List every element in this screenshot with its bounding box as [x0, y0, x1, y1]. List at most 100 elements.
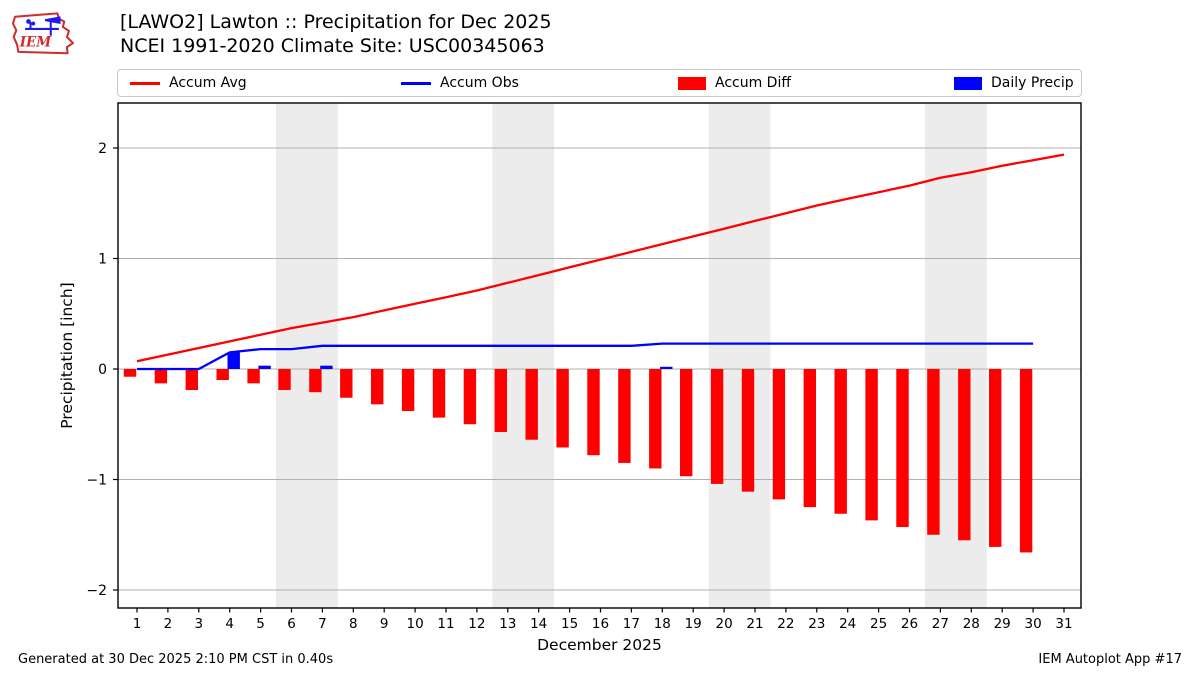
accum-diff-bar: [185, 369, 198, 390]
x-tick-label: 31: [1055, 616, 1072, 632]
x-tick-label: 1: [133, 616, 142, 632]
x-tick-label: 7: [318, 616, 327, 632]
accum-diff-bar: [741, 369, 755, 492]
accum-diff-bar: [432, 369, 446, 418]
x-tick-label: 9: [380, 616, 389, 632]
x-tick-label: 20: [716, 616, 733, 632]
x-tick-label: 8: [349, 616, 358, 632]
y-tick-label: 0: [98, 362, 107, 378]
accum-diff-bar: [371, 369, 384, 405]
logo-text: IEM: [19, 34, 53, 50]
accum-diff-bar: [710, 369, 724, 484]
plot-frame: [117, 102, 1082, 609]
x-tick-label: 14: [530, 616, 547, 632]
daily-precip-patch-swatch-icon: [954, 76, 982, 90]
y-axis-label: Precipitation [inch]: [58, 282, 76, 428]
accum-diff-bar: [834, 369, 847, 514]
accum-diff-bar: [587, 369, 600, 456]
accum-diff-bar: [680, 369, 693, 477]
title-block: [LAWO2] Lawton :: Precipitation for Dec …: [120, 10, 552, 58]
accum-diff-patch-swatch-icon: [678, 76, 706, 90]
accum-diff-bar: [1019, 369, 1033, 553]
x-tick-label: 12: [468, 616, 485, 632]
accum-diff-bar: [865, 369, 878, 521]
y-tick-label: 2: [98, 141, 107, 157]
accum-diff-bar: [927, 369, 940, 535]
x-tick-label: 23: [808, 616, 825, 632]
accum-diff-bar: [989, 369, 1002, 547]
accum-diff-bar: [340, 369, 353, 398]
accum-diff-bar: [958, 369, 971, 541]
legend-item-accum-obs: Accum Obs: [401, 70, 519, 96]
daily-precip-bar: [227, 352, 240, 369]
y-tick-label: −1: [86, 472, 107, 488]
x-tick-label: 2: [164, 616, 173, 632]
x-tick-label: 19: [685, 616, 702, 632]
daily-precip-bar: [258, 365, 271, 369]
weather-vane-icon: [25, 16, 61, 36]
weekend-band: [276, 103, 338, 608]
x-tick-label: 24: [839, 616, 856, 632]
x-tick-label: 29: [994, 616, 1011, 632]
x-tick-label: 17: [623, 616, 640, 632]
accum-diff-bar: [896, 369, 909, 528]
accum-diff-bar: [494, 369, 507, 432]
chart-title: [LAWO2] Lawton :: Precipitation for Dec …: [120, 11, 552, 33]
accum-avg-line: [136, 153, 1065, 363]
accum-obs-line-swatch-icon: [401, 81, 431, 85]
accum-diff-bar: [309, 369, 322, 393]
legend-label: Accum Obs: [440, 75, 519, 91]
chart-subtitle: NCEI 1991-2020 Climate Site: USC00345063: [120, 35, 545, 57]
accum-diff-bar: [216, 369, 229, 381]
legend-label: Daily Precip: [991, 75, 1074, 91]
accum-diff-bar: [247, 369, 260, 384]
x-tick-label: 5: [256, 616, 265, 632]
x-tick-label: 30: [1025, 616, 1042, 632]
generated-at-text: Generated at 30 Dec 2025 2:10 PM CST in …: [18, 652, 334, 667]
x-tick-label: 26: [901, 616, 918, 632]
accum-diff-bar: [278, 369, 291, 390]
x-axis-label: December 2025: [537, 636, 662, 654]
accum-diff-bar: [772, 369, 786, 500]
app-credit-text: IEM Autoplot App #17: [1038, 652, 1182, 667]
legend-label: Accum Diff: [715, 75, 792, 91]
accum-diff-bar: [649, 369, 662, 469]
y-tick-label: 1: [98, 251, 107, 267]
accum-diff-bar: [618, 369, 631, 463]
accum-diff-bar: [525, 369, 538, 440]
x-tick-label: 18: [654, 616, 671, 632]
x-tick-label: 27: [932, 616, 949, 632]
x-tick-label: 3: [195, 616, 204, 632]
legend-item-daily-precip: Daily Precip: [954, 70, 1074, 96]
legend-item-accum-avg: Accum Avg: [130, 70, 247, 96]
x-tick-label: 10: [407, 616, 424, 632]
accum-avg-line-swatch-icon: [130, 81, 160, 85]
legend-label: Accum Avg: [169, 75, 247, 91]
x-tick-label: 21: [746, 616, 763, 632]
weekend-band: [492, 103, 555, 608]
y-tick-label: −2: [86, 583, 107, 599]
accum-diff-bar: [463, 369, 477, 425]
x-tick-label: 22: [777, 616, 794, 632]
weekend-band: [708, 103, 771, 608]
accum-obs-line: [137, 342, 1034, 371]
x-tick-label: 25: [870, 616, 887, 632]
legend-item-accum-diff: Accum Diff: [678, 70, 791, 96]
x-tick-label: 13: [499, 616, 516, 632]
accum-diff-bar: [556, 369, 569, 448]
x-tick-label: 15: [561, 616, 578, 632]
x-tick-label: 11: [437, 616, 454, 632]
x-tick-label: 4: [225, 616, 234, 632]
x-tick-label: 16: [592, 616, 609, 632]
accum-diff-bar: [803, 369, 816, 508]
accum-diff-bar: [154, 369, 168, 384]
accum-diff-bar: [401, 369, 415, 411]
daily-precip-bar: [660, 366, 673, 369]
chart-legend: Accum Avg Accum Obs Accum Diff Daily Pre…: [117, 69, 1082, 97]
iem-logo: IEM: [11, 12, 75, 55]
daily-precip-bar: [320, 365, 333, 369]
x-tick-label: 6: [287, 616, 296, 632]
accum-diff-bar: [123, 369, 137, 377]
